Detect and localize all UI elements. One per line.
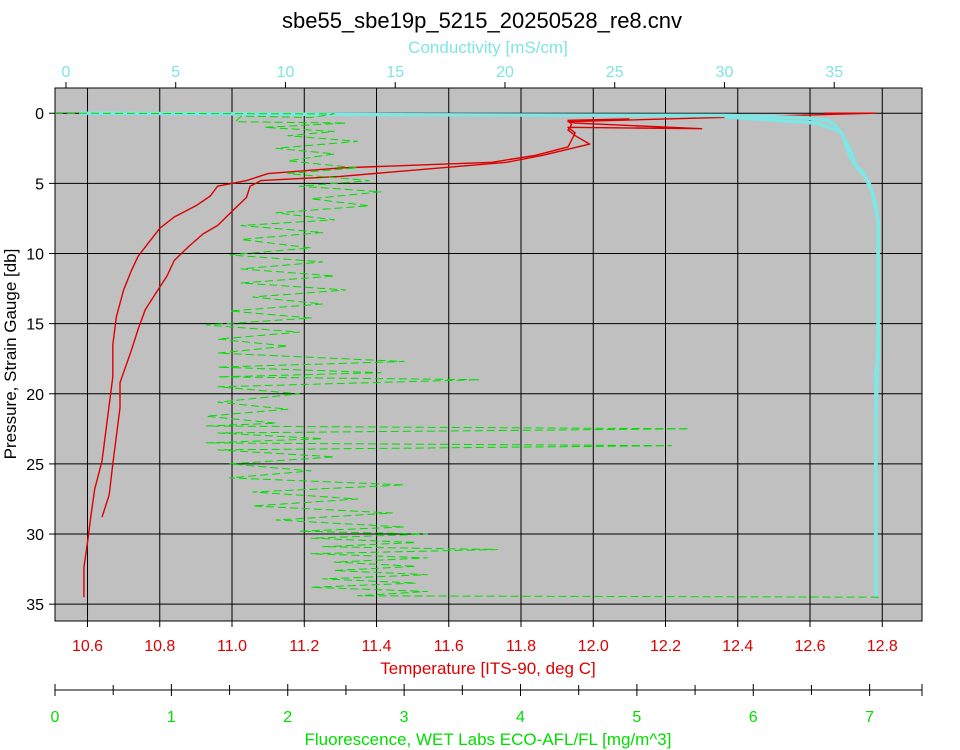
pressure-tick-label-2: 10 (26, 247, 44, 264)
conductivity-tick-label-7: 35 (825, 64, 843, 81)
series-temperature-1 (101, 118, 630, 518)
conductivity-tick-label-0: 0 (62, 64, 71, 81)
pressure-tick-label-5: 25 (26, 457, 44, 474)
pressure-tick-label-3: 15 (26, 317, 44, 334)
temperature-axis-label: Temperature [ITS-90, deg C] (380, 659, 595, 678)
pressure-tick-label-6: 30 (26, 527, 44, 544)
fluorescence-tick-label-4: 4 (516, 709, 525, 726)
temperature-tick-label-6: 11.8 (506, 638, 536, 655)
pressure-tick-label-1: 5 (35, 176, 44, 193)
pressure-tick-label-7: 35 (26, 597, 44, 614)
pressure-tick-label-4: 20 (26, 387, 44, 404)
plot-area (54, 87, 923, 622)
series-layer (54, 111, 882, 598)
temperature-tick-label-5: 11.6 (434, 638, 464, 655)
fluorescence-tick-label-3: 3 (400, 709, 409, 726)
pressure-tick-label-0: 0 (35, 106, 44, 123)
temperature-tick-label-2: 11.0 (217, 638, 247, 655)
pressure-axis-label: Pressure, Strain Gauge [db] (1, 249, 20, 460)
series-conductivity-3 (724, 115, 880, 591)
series-fluorescence-4 (54, 112, 882, 598)
fluorescence-tick-label-1: 1 (167, 709, 176, 726)
temperature-tick-label-3: 11.2 (289, 638, 319, 655)
temperature-tick-label-0: 10.6 (72, 638, 103, 655)
conductivity-axis-label: Conductivity [mS/cm] (408, 38, 568, 57)
temperature-tick-label-4: 11.4 (362, 638, 392, 655)
conductivity-tick-label-2: 10 (277, 64, 295, 81)
chart-title: sbe55_sbe19p_5215_20250528_re8.cnv (282, 8, 682, 33)
conductivity-tick-label-1: 5 (171, 64, 180, 81)
temperature-tick-label-10: 12.6 (794, 638, 825, 655)
temperature-tick-label-9: 12.4 (722, 638, 753, 655)
conductivity-tick-label-5: 25 (606, 64, 624, 81)
fluorescence-tick-label-2: 2 (283, 709, 292, 726)
fluorescence-tick-label-7: 7 (865, 709, 874, 726)
conductivity-tick-label-4: 20 (496, 64, 514, 81)
series-temperature-0 (83, 112, 876, 598)
fluorescence-tick-label-6: 6 (749, 709, 758, 726)
temperature-tick-label-8: 12.2 (650, 638, 681, 655)
fluorescence-axis-label: Fluorescence, WET Labs ECO-AFL/FL [mg/m^… (305, 730, 672, 749)
temperature-tick-label-11: 12.8 (867, 638, 898, 655)
conductivity-tick-label-3: 15 (386, 64, 404, 81)
fluorescence-tick-label-0: 0 (51, 709, 60, 726)
conductivity-tick-label-6: 30 (716, 64, 734, 81)
temperature-tick-label-7: 12.0 (578, 638, 609, 655)
fluorescence-tick-label-5: 5 (632, 709, 641, 726)
temperature-tick-label-1: 10.8 (144, 638, 175, 655)
